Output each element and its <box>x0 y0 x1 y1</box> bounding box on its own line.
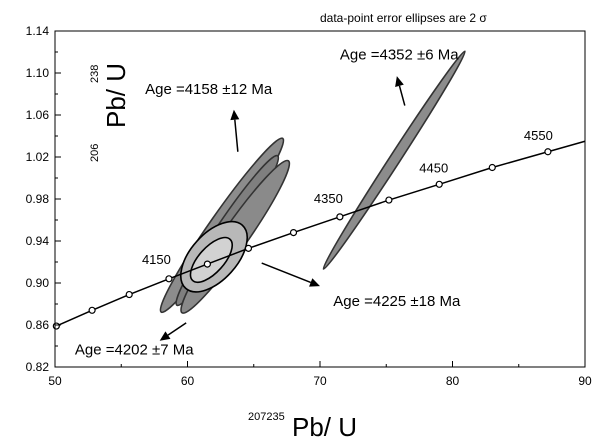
note-text: data-point error ellipses are 2 σ <box>320 11 487 25</box>
concordia-age-point <box>385 196 393 204</box>
x-tick-label: 60 <box>181 374 195 388</box>
arrow-head <box>309 278 320 287</box>
error-ellipse <box>322 50 466 270</box>
arrow-shaft <box>261 262 311 284</box>
concordia-age-label: 4550 <box>524 128 553 143</box>
concordia-age-point <box>88 306 96 314</box>
y-tick-label: 1.02 <box>26 150 50 164</box>
x-tick-label: 80 <box>446 374 460 388</box>
concordia-age-point <box>435 180 443 188</box>
age-annotation: Age =4225 ±18 Ma <box>333 293 461 310</box>
concordia-age-point <box>203 260 211 268</box>
x-axis-superscript: 207235 <box>248 411 285 423</box>
arrow-shaft <box>398 85 406 106</box>
arrow-shaft <box>234 119 239 152</box>
concordia-age-point <box>125 290 133 299</box>
y-tick-label: 1.14 <box>26 24 50 38</box>
y-tick-label: 0.98 <box>26 192 50 206</box>
y-tick-label: 0.94 <box>26 234 50 248</box>
arrow-head <box>395 76 404 87</box>
concordia-age-point <box>52 322 60 330</box>
age-annotation: Age =4352 ±6 Ma <box>340 46 459 63</box>
concordia-age-label: 4350 <box>314 191 343 206</box>
y-tick-label: 1.10 <box>26 66 50 80</box>
y-tick-label: 0.86 <box>26 318 50 332</box>
concordia-age-point <box>336 213 344 221</box>
y-axis-superscript-top: 238 <box>89 65 101 83</box>
concordia-age-label: 4450 <box>419 160 448 175</box>
arrow-head <box>159 331 171 341</box>
concordia-age-point <box>289 229 298 237</box>
age-annotation: Age =4158 ±12 Ma <box>145 81 273 98</box>
y-tick-label: 0.82 <box>26 360 50 374</box>
y-axis-superscript-bottom: 206 <box>89 144 101 162</box>
concordia-age-label: 4150 <box>142 252 171 267</box>
x-tick-label: 90 <box>578 374 592 388</box>
y-axis-label: Pb/ U <box>101 63 131 128</box>
concordia-age-point <box>488 163 496 172</box>
concordia-age-point <box>544 148 552 156</box>
age-annotation: Age =4202 ±7 Ma <box>75 341 194 358</box>
concordia-age-point <box>165 275 173 283</box>
y-tick-label: 1.06 <box>26 108 50 122</box>
y-tick-label: 0.90 <box>26 276 50 290</box>
x-tick-label: 70 <box>313 374 327 388</box>
concordia-age-point <box>244 244 253 252</box>
arrow-shaft <box>167 322 187 336</box>
x-axis-label: Pb/ U <box>292 412 357 442</box>
concordia-curve <box>56 140 586 327</box>
x-tick-label: 50 <box>48 374 62 388</box>
arrow-head <box>230 109 240 121</box>
error-ellipse <box>189 236 233 284</box>
